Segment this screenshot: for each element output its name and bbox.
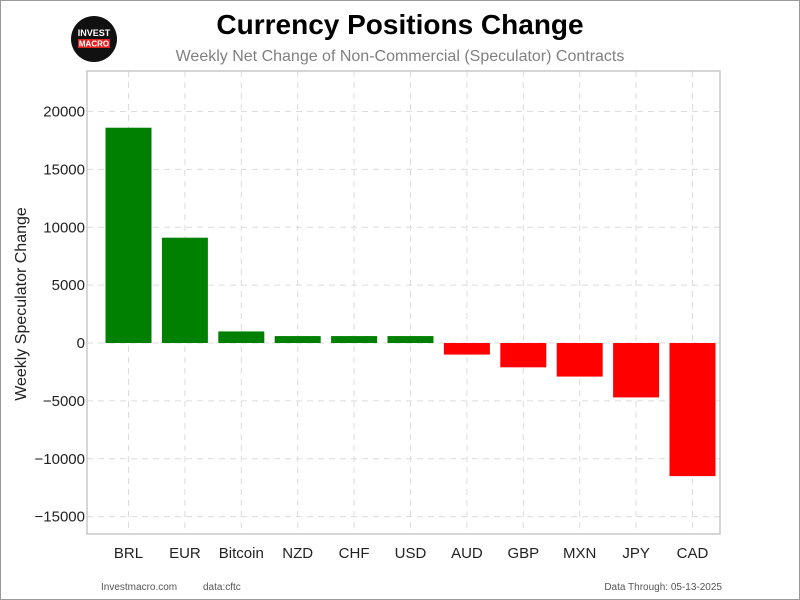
chart-title: Currency Positions Change [216,9,584,40]
logo-text-macro: MACRO [79,40,109,49]
y-axis-ticks: −15000 −10000 −5000 0 5000 10000 15000 20000 [35,104,85,526]
y-tick-label: 20000 [43,104,85,121]
x-tick-label: USD [395,545,427,562]
x-tick-label: GBP [507,545,539,562]
x-tick-label: NZD [282,545,313,562]
x-tick-label: Bitcoin [219,545,264,562]
bar-chf [331,336,378,344]
plot-area-border [86,70,721,535]
bar-usd [387,336,434,344]
y-tick-label: 15000 [43,161,85,178]
x-tick-label: JPY [622,545,650,562]
bar-bitcoin [218,331,265,344]
bar-eur [161,237,208,344]
x-axis-ticks: BRL EUR Bitcoin NZD CHF USD AUD GBP MXN JPY CAD [114,545,709,562]
y-tick-label: −15000 [35,509,85,526]
bar-cad [669,343,716,477]
chart-subtitle: Weekly Net Change of Non-Commercial (Spe… [175,48,625,65]
y-tick-label: 5000 [52,277,85,294]
x-tick-label: CAD [677,545,709,562]
x-tick-label: MXN [563,545,596,562]
footer-site: Investmacro.com [101,582,178,593]
footer-source: data:cftc [203,582,241,593]
bar-nzd [274,336,321,344]
x-tick-label: BRL [114,545,143,562]
y-tick-label: −10000 [35,451,85,468]
bar-gbp [500,343,547,368]
bar-mxn [556,343,603,377]
y-axis-label: Weekly Speculator Change [13,207,30,401]
bars-layer [105,127,716,477]
y-tick-label: 0 [77,335,85,352]
y-tick-label: 10000 [43,219,85,236]
bar-brl [105,127,152,344]
investmacro-logo: INVEST MACRO [71,16,117,62]
footer-data-date: Data Through: 05-13-2025 [604,582,722,593]
bar-jpy [613,343,660,398]
x-tick-label: AUD [451,545,483,562]
bar-aud [443,343,490,355]
logo-text-invest: INVEST [78,28,111,38]
x-tick-label: CHF [339,545,370,562]
x-tick-label: EUR [169,545,201,562]
y-tick-label: −5000 [43,393,85,410]
